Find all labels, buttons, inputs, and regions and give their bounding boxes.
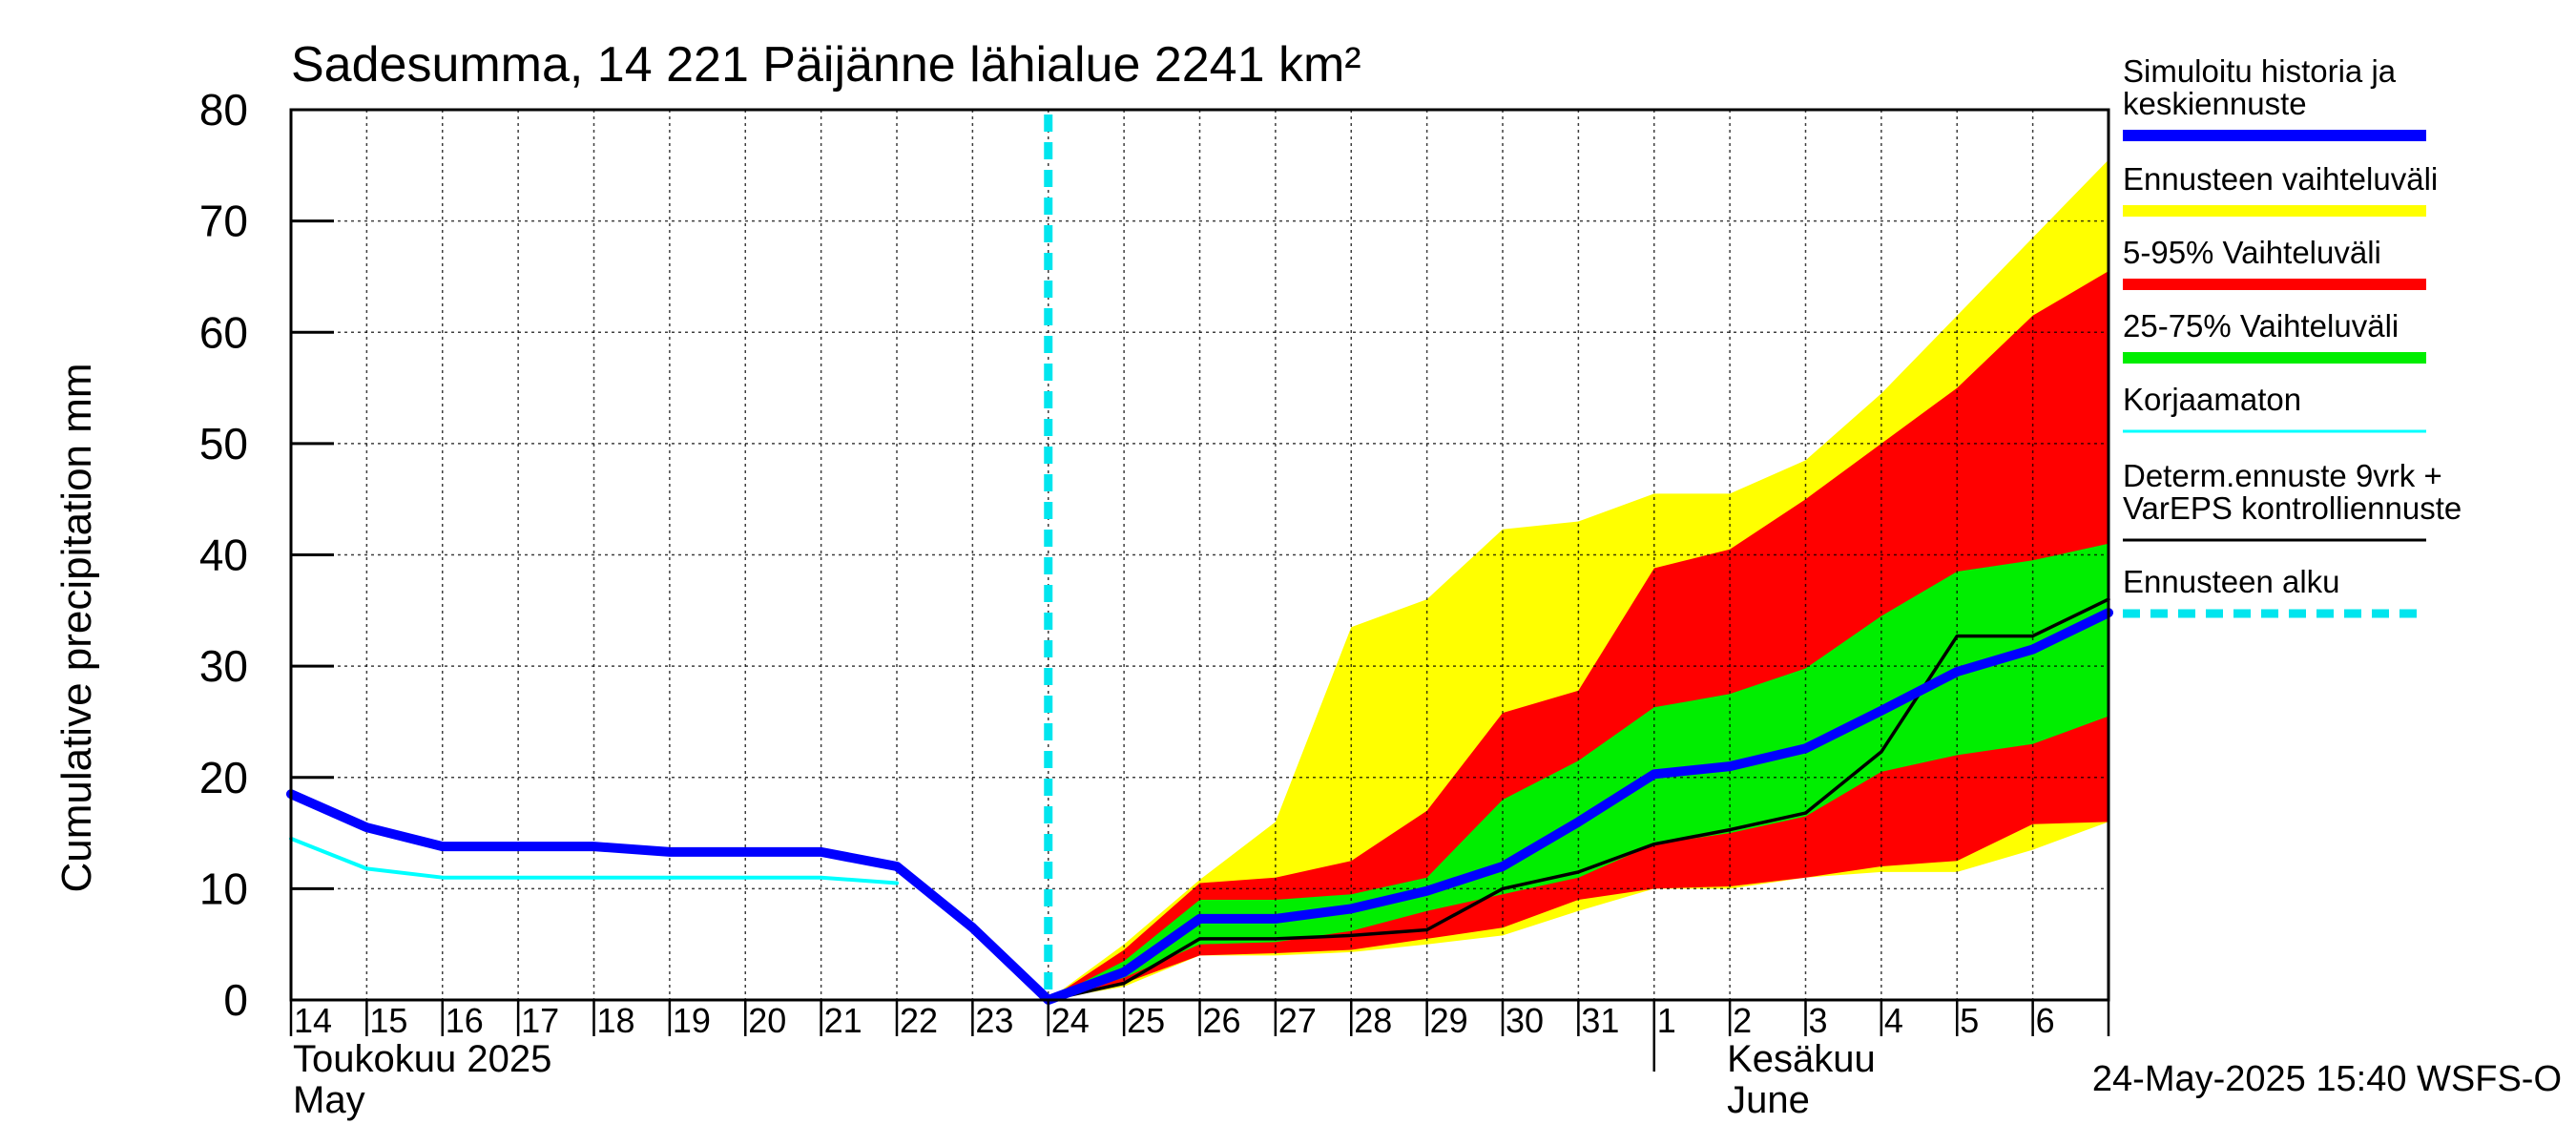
legend-label: keskiennuste (2123, 86, 2307, 121)
x-tick-label: 29 (1430, 1001, 1468, 1040)
y-tick-label: 40 (199, 531, 248, 580)
x-tick-label: 25 (1127, 1001, 1165, 1040)
x-tick-label: 31 (1581, 1001, 1619, 1040)
x-tick-label: 19 (673, 1001, 711, 1040)
y-tick-label: 80 (199, 85, 248, 135)
legend-label: Determ.ennuste 9vrk + (2123, 458, 2442, 493)
x-tick-label: 15 (369, 1001, 407, 1040)
legend-label: 25-75% Vaihteluväli (2123, 308, 2399, 344)
legend-label: 5-95% Vaihteluväli (2123, 235, 2381, 270)
y-axis-label: Cumulative precipitation mm (53, 363, 100, 892)
month-label-en: May (293, 1079, 365, 1121)
x-tick-label: 16 (446, 1001, 484, 1040)
x-tick-label: 24 (1051, 1001, 1090, 1040)
series-simulated-mean (286, 608, 2113, 1005)
legend-label: Ennusteen alku (2123, 564, 2340, 599)
x-tick-label: 21 (824, 1001, 862, 1040)
legend-label: Simuloitu historia ja (2123, 53, 2397, 89)
x-tick-label: 3 (1809, 1001, 1828, 1040)
x-tick-label: 26 (1203, 1001, 1241, 1040)
y-tick-label: 0 (223, 975, 248, 1025)
legend-label: Korjaamaton (2123, 382, 2301, 417)
x-tick-label: 17 (521, 1001, 559, 1040)
month-label-en: June (1727, 1079, 1810, 1121)
x-tick-label: 20 (748, 1001, 786, 1040)
x-tick-label: 2 (1733, 1001, 1752, 1040)
legend-label: Ennusteen vaihteluväli (2123, 161, 2438, 197)
y-tick-label: 70 (199, 197, 248, 246)
x-tick-label: 18 (597, 1001, 635, 1040)
band-1 (1048, 271, 2109, 1001)
x-tick-label: 30 (1506, 1001, 1544, 1040)
series-lines (286, 114, 2113, 1005)
x-tick-label: 6 (2036, 1001, 2055, 1040)
series-determ (1047, 597, 2110, 1002)
y-tick-label: 30 (199, 641, 248, 691)
month-label-fi: Toukokuu 2025 (293, 1038, 551, 1080)
series-korjaamaton (289, 836, 899, 885)
y-tick-label: 10 (199, 864, 248, 913)
x-tick-label: 4 (1884, 1001, 1903, 1040)
chart-title: Sadesumma, 14 221 Päijänne lähialue 2241… (291, 37, 1361, 93)
x-tick-label: 28 (1354, 1001, 1392, 1040)
x-tick-label: 5 (1960, 1001, 1979, 1040)
x-tick-label: 23 (975, 1001, 1013, 1040)
x-tick-label: 22 (900, 1001, 938, 1040)
y-tick-label: 60 (199, 307, 248, 357)
timestamp-label: 24-May-2025 15:40 WSFS-O (2092, 1059, 2562, 1099)
month-label-fi: Kesäkuu (1727, 1038, 1876, 1080)
x-tick-label: 27 (1278, 1001, 1317, 1040)
legend-label: VarEPS kontrolliennuste (2123, 490, 2462, 526)
x-tick-label: 14 (294, 1001, 332, 1040)
y-tick-label: 50 (199, 419, 248, 468)
y-tick-label: 20 (199, 753, 248, 802)
x-tick-label: 1 (1657, 1001, 1676, 1040)
